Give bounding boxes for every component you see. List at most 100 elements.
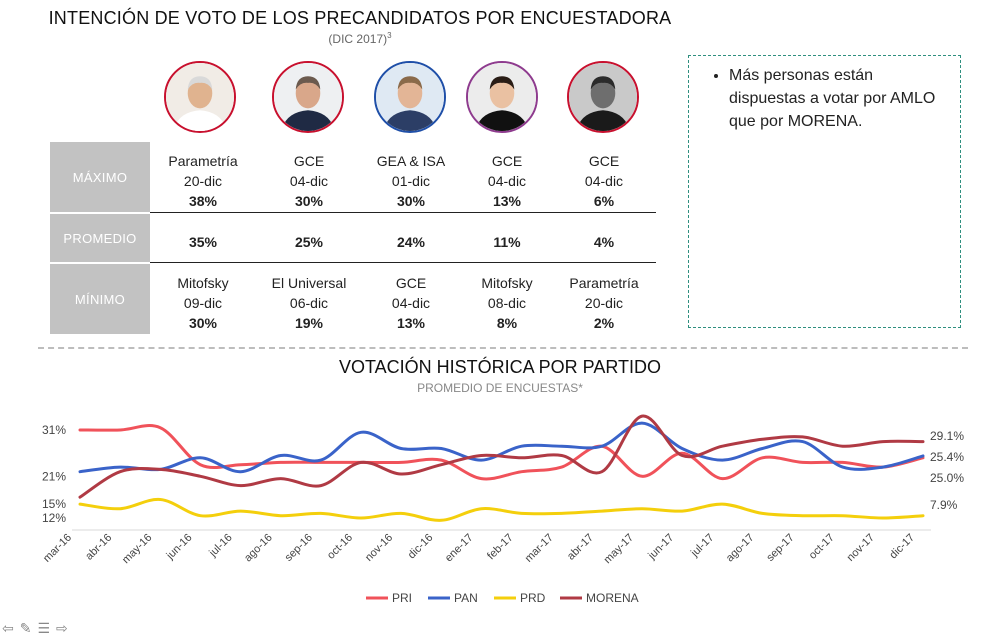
candidate-photo-1 xyxy=(164,61,236,133)
y-annotation: 12% xyxy=(42,511,66,525)
table-cell: 24% xyxy=(359,232,463,252)
x-tick-label: jun-17 xyxy=(645,532,676,563)
poll-date: 09-dic xyxy=(183,295,223,311)
historical-vote-chart: 31% 21% 15%12% 29.1% 25.4% 25.0% 7.9% mar-16 abr… xyxy=(41,414,964,605)
end-value-label: 29.1% xyxy=(930,429,964,443)
poll-value: 38% xyxy=(188,193,218,209)
page-subtitle: (DIC 2017)3 xyxy=(328,31,392,46)
row-label-0: MÁXIMO xyxy=(50,142,150,212)
x-tick-label: oct-17 xyxy=(807,532,837,562)
forward-arrow-icon[interactable]: ⇨ xyxy=(56,620,68,636)
pen-icon[interactable]: ✎ xyxy=(19,620,32,636)
poll-value: 13% xyxy=(492,193,522,209)
table-cell: GCE 04-dic 13% xyxy=(359,273,463,333)
series-line-morena xyxy=(78,414,925,499)
page-title: INTENCIÓN DE VOTO DE LOS PRECANDIDATOS P… xyxy=(48,8,672,28)
table-cell: Parametría 20-dic 38% xyxy=(151,151,255,211)
poll-date: 20-dic xyxy=(584,295,624,311)
table-cell: Mitofsky 08-dic 8% xyxy=(455,273,559,333)
table-cell: El Universal 06-dic 19% xyxy=(257,273,361,333)
table-cell: Mitofsky 09-dic 30% xyxy=(151,273,255,333)
x-tick-label: ago-16 xyxy=(242,532,275,565)
x-tick-label: sep-16 xyxy=(283,532,315,564)
poll-date: 04-dic xyxy=(391,295,431,311)
poll-date: 08-dic xyxy=(487,295,527,311)
x-tick-label: may-17 xyxy=(602,532,636,566)
pollster-name: Parametría xyxy=(168,153,238,169)
table-cell: 35% xyxy=(151,232,255,252)
poll-value: 35% xyxy=(188,234,218,250)
pollster-name: GCE xyxy=(588,153,620,169)
x-tick-label: oct-16 xyxy=(325,532,355,562)
menu-icon[interactable]: ☰ xyxy=(37,620,51,636)
x-tick-label: may-16 xyxy=(120,532,154,566)
pollster-name: Parametría xyxy=(569,275,639,291)
end-value-label: 25.4% xyxy=(930,450,964,464)
note-box: Más personas están dispuestas a votar po… xyxy=(688,55,961,328)
pollster-name: Mitofsky xyxy=(481,275,533,291)
y-annotation: 15% xyxy=(42,497,66,511)
series-line-pri xyxy=(78,424,925,481)
x-tick-label: nov-17 xyxy=(845,532,877,564)
row-label-2: MÍNIMO xyxy=(50,264,150,334)
table-divider-0 xyxy=(150,212,656,213)
note-list: Más personas están dispuestas a votar po… xyxy=(689,56,960,133)
table-cell: 25% xyxy=(257,232,361,252)
x-tick-label: dic-16 xyxy=(406,532,436,562)
poll-value: 4% xyxy=(593,234,615,250)
x-tick-label: ago-17 xyxy=(724,532,757,565)
chart-subtitle: PROMEDIO DE ENCUESTAS* xyxy=(417,381,583,395)
table-divider-1 xyxy=(150,262,656,263)
table-cell: GCE 04-dic 6% xyxy=(552,151,656,211)
x-tick-label: mar-16 xyxy=(41,532,74,565)
x-tick-label: abr-16 xyxy=(83,532,114,563)
y-annotation: 21% xyxy=(42,469,66,483)
x-tick-label: jul-16 xyxy=(206,532,234,560)
poll-value: 6% xyxy=(593,193,615,209)
row-label-1: PROMEDIO xyxy=(50,214,150,262)
pollster-name: Mitofsky xyxy=(177,275,229,291)
candidate-photo-2 xyxy=(272,61,344,133)
series-line-pan xyxy=(78,421,925,474)
legend-label: PAN xyxy=(454,591,478,605)
slide-nav[interactable]: ⇦ ✎ ☰ ⇨ xyxy=(2,620,68,637)
section-divider xyxy=(38,347,968,349)
pollster-name: GCE xyxy=(395,275,427,291)
x-tick-label: nov-16 xyxy=(363,532,395,564)
x-tick-label: ene-17 xyxy=(443,532,476,565)
poll-value: 30% xyxy=(294,193,324,209)
poll-date: 01-dic xyxy=(391,173,431,189)
back-arrow-icon[interactable]: ⇦ xyxy=(2,620,14,636)
poll-date: 20-dic xyxy=(183,173,223,189)
pollster-name: El Universal xyxy=(271,275,347,291)
poll-date: 04-dic xyxy=(289,173,329,189)
poll-value: 8% xyxy=(496,315,518,331)
poll-value: 19% xyxy=(294,315,324,331)
series-line-prd xyxy=(78,497,925,522)
note-bullet: Más personas están dispuestas a votar po… xyxy=(729,64,946,133)
end-value-label: 7.9% xyxy=(930,498,958,512)
table-cell: GCE 04-dic 13% xyxy=(455,151,559,211)
candidate-photo-4 xyxy=(466,61,538,133)
x-tick-label: feb-17 xyxy=(485,532,516,563)
poll-value: 30% xyxy=(188,315,218,331)
poll-value: 13% xyxy=(396,315,426,331)
pollster-name: GCE xyxy=(293,153,325,169)
x-tick-label: sep-17 xyxy=(764,532,796,564)
legend-label: PRI xyxy=(392,591,412,605)
x-tick-label: jul-17 xyxy=(688,532,716,560)
legend-label: MORENA xyxy=(586,591,639,605)
candidate-photo-3 xyxy=(374,61,446,133)
table-cell: 11% xyxy=(455,232,559,252)
table-cell: GCE 04-dic 30% xyxy=(257,151,361,211)
pollster-name: GEA & ISA xyxy=(376,153,446,169)
end-value-label: 25.0% xyxy=(930,471,964,485)
pollster-name: GCE xyxy=(491,153,523,169)
chart-title: VOTACIÓN HISTÓRICA POR PARTIDO xyxy=(338,357,662,377)
poll-value: 11% xyxy=(493,234,521,250)
poll-value: 24% xyxy=(396,234,426,250)
table-cell: 4% xyxy=(552,232,656,252)
x-tick-label: jun-16 xyxy=(164,532,195,563)
table-cell: GEA & ISA 01-dic 30% xyxy=(359,151,463,211)
y-annotation: 31% xyxy=(42,423,66,437)
